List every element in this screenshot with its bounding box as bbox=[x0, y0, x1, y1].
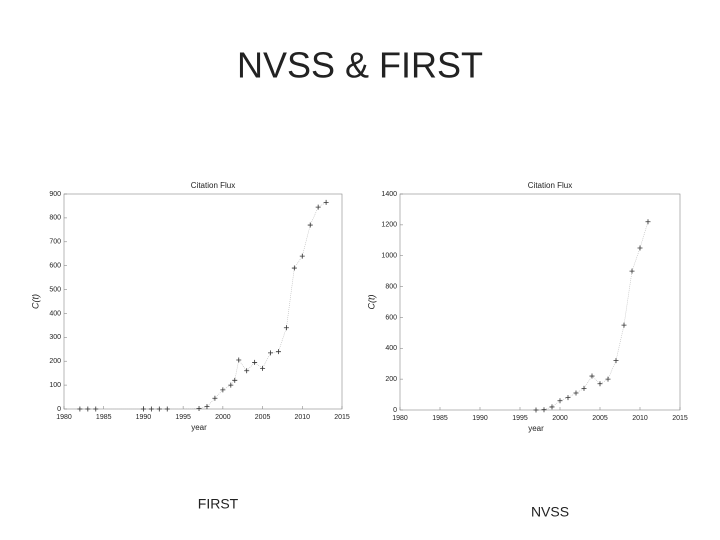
x-tick-label: 1985 bbox=[96, 414, 112, 421]
plus-marker bbox=[212, 395, 218, 401]
plus-marker bbox=[573, 390, 579, 396]
plus-marker bbox=[268, 350, 274, 356]
slide-title: NVSS & FIRST bbox=[237, 45, 483, 86]
plus-marker bbox=[621, 322, 627, 328]
y-tick-label: 0 bbox=[57, 406, 61, 413]
y-axis-label: C(t) bbox=[366, 295, 376, 310]
y-tick-label: 0 bbox=[393, 407, 397, 414]
plus-marker bbox=[565, 395, 571, 401]
plus-marker bbox=[85, 406, 91, 412]
y-tick-label: 500 bbox=[49, 286, 61, 293]
plot-frame bbox=[399, 193, 681, 411]
plus-marker bbox=[637, 245, 643, 251]
x-tick-label: 2000 bbox=[215, 414, 231, 421]
chart-title: Citation Flux bbox=[191, 181, 235, 190]
plus-marker bbox=[613, 358, 619, 364]
plus-marker bbox=[533, 407, 539, 413]
x-tick-label: 2015 bbox=[672, 415, 688, 422]
plus-marker bbox=[164, 406, 170, 412]
x-tick-label: 2015 bbox=[334, 414, 350, 421]
x-tick-label: 1990 bbox=[472, 415, 488, 422]
plus-marker bbox=[589, 373, 595, 379]
plot-frame bbox=[63, 193, 343, 410]
plus-marker bbox=[148, 406, 154, 412]
y-tick-label: 400 bbox=[385, 345, 397, 352]
y-tick-label: 100 bbox=[49, 382, 61, 389]
chart-title: Citation Flux bbox=[528, 181, 572, 190]
plus-marker bbox=[299, 253, 305, 259]
plus-marker bbox=[323, 199, 329, 205]
y-tick-label: 600 bbox=[385, 314, 397, 321]
x-tick-label: 1990 bbox=[136, 414, 152, 421]
y-tick-label: 200 bbox=[385, 376, 397, 383]
x-tick-label: 2000 bbox=[552, 415, 568, 422]
x-tick-label: 1980 bbox=[56, 414, 72, 421]
plus-marker bbox=[549, 404, 555, 410]
y-tick-label: 800 bbox=[385, 283, 397, 290]
caption: FIRST bbox=[198, 496, 239, 512]
x-tick-label: 2005 bbox=[592, 415, 608, 422]
trend-line bbox=[79, 202, 327, 410]
y-tick-label: 700 bbox=[49, 239, 61, 246]
y-axis-label: C(t) bbox=[30, 294, 40, 309]
plus-marker bbox=[307, 222, 313, 228]
plus-marker bbox=[228, 382, 234, 388]
x-tick-label: 2005 bbox=[255, 414, 271, 421]
plus-marker bbox=[156, 406, 162, 412]
y-tick-label: 600 bbox=[49, 263, 61, 270]
plus-marker bbox=[260, 365, 266, 371]
plus-marker bbox=[629, 268, 635, 274]
x-tick-label: 1980 bbox=[392, 415, 408, 422]
x-tick-label: 1995 bbox=[175, 414, 191, 421]
y-tick-label: 300 bbox=[49, 334, 61, 341]
plus-marker bbox=[597, 381, 603, 387]
y-tick-label: 800 bbox=[49, 215, 61, 222]
plus-marker bbox=[244, 368, 250, 374]
plus-marker bbox=[140, 406, 146, 412]
plus-marker bbox=[283, 325, 289, 331]
x-tick-label: 2010 bbox=[632, 415, 648, 422]
plus-marker bbox=[204, 404, 210, 410]
plus-marker bbox=[605, 376, 611, 382]
plus-marker bbox=[196, 406, 202, 412]
plus-marker bbox=[252, 359, 258, 365]
plus-marker bbox=[581, 385, 587, 391]
plus-marker bbox=[236, 357, 242, 363]
x-tick-label: 1985 bbox=[432, 415, 448, 422]
plus-marker bbox=[315, 204, 321, 210]
plus-marker bbox=[291, 265, 297, 271]
plus-marker bbox=[557, 398, 563, 404]
y-tick-label: 200 bbox=[49, 358, 61, 365]
plus-marker bbox=[220, 387, 226, 393]
plus-marker bbox=[275, 349, 281, 355]
x-axis-label: year bbox=[528, 424, 544, 433]
plus-marker bbox=[232, 377, 238, 383]
plus-marker bbox=[645, 219, 651, 225]
y-tick-label: 1200 bbox=[381, 222, 397, 229]
y-tick-label: 400 bbox=[49, 310, 61, 317]
y-tick-label: 1400 bbox=[381, 191, 397, 198]
plus-marker bbox=[93, 406, 99, 412]
caption: NVSS bbox=[531, 504, 569, 520]
plus-marker bbox=[77, 406, 83, 412]
trend-line bbox=[535, 221, 649, 411]
y-tick-label: 900 bbox=[49, 191, 61, 198]
x-axis-label: year bbox=[191, 423, 207, 432]
plus-marker bbox=[541, 407, 547, 413]
y-tick-label: 1000 bbox=[381, 253, 397, 260]
x-tick-label: 2010 bbox=[294, 414, 310, 421]
x-tick-label: 1995 bbox=[512, 415, 528, 422]
